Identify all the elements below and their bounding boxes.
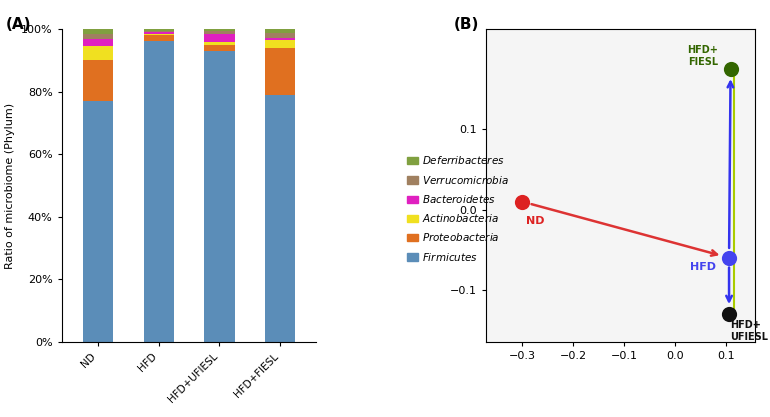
Bar <box>204 43 235 45</box>
Point <box>516 198 528 205</box>
Bar <box>83 46 113 60</box>
Text: HFD+
FIESL: HFD+ FIESL <box>687 45 718 67</box>
Bar <box>204 51 235 342</box>
Bar <box>143 35 174 41</box>
Bar <box>83 101 113 342</box>
Bar <box>143 29 174 31</box>
Bar <box>143 34 174 35</box>
Bar <box>265 29 295 33</box>
Text: ND: ND <box>526 216 544 226</box>
Bar <box>204 29 235 31</box>
Bar <box>143 41 174 342</box>
Bar <box>204 34 235 43</box>
Bar <box>265 33 295 38</box>
Text: (B): (B) <box>454 17 480 32</box>
Bar <box>83 34 113 39</box>
Bar <box>83 38 113 46</box>
Bar <box>265 95 295 342</box>
Text: HFD+
UFIESL: HFD+ UFIESL <box>730 320 768 342</box>
Text: (A): (A) <box>5 17 31 32</box>
Bar <box>265 40 295 48</box>
Bar <box>143 31 174 33</box>
Point <box>723 254 735 261</box>
Bar <box>143 33 174 34</box>
Point <box>723 311 735 317</box>
Bar <box>265 48 295 95</box>
Point <box>725 66 737 73</box>
Bar <box>204 31 235 34</box>
Y-axis label: Ratio of microbiome (Phylum): Ratio of microbiome (Phylum) <box>5 103 15 269</box>
Bar <box>83 29 113 34</box>
Bar <box>204 45 235 51</box>
Bar <box>83 60 113 101</box>
Text: HFD: HFD <box>690 262 716 272</box>
Legend: $\it{Deferribacteres}$, $\it{Verrucomicrobia}$, $\it{Bacteroidetes}$, $\it{Actin: $\it{Deferribacteres}$, $\it{Verrucomicr… <box>407 154 509 263</box>
Bar <box>265 38 295 40</box>
